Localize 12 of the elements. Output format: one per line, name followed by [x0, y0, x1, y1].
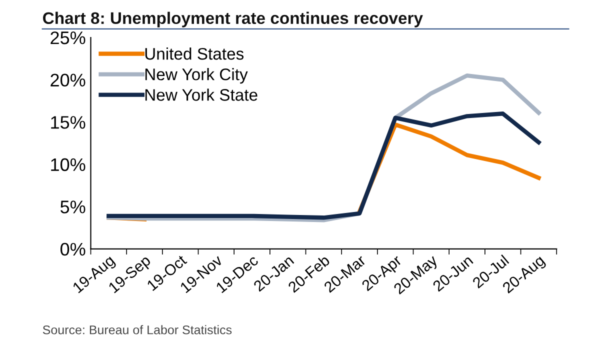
legend-label: United States [145, 48, 244, 60]
y-tick-label: 15% [51, 116, 86, 129]
legend-label: New York State [145, 88, 258, 101]
y-tick-label: 0% [60, 242, 86, 256]
chart-title: Chart 8: Unemployment rate continues recovery [43, 12, 423, 28]
y-tick-label: 10% [51, 158, 86, 172]
y-tick-label: 20% [50, 74, 86, 87]
source-note: Source: Bureau of Labor Statistics [42, 325, 232, 334]
line-series [106, 112, 541, 220]
legend-label: New York City [145, 68, 248, 84]
y-tick-label: 25% [50, 31, 86, 44]
y-tick-label: 5% [60, 200, 86, 214]
